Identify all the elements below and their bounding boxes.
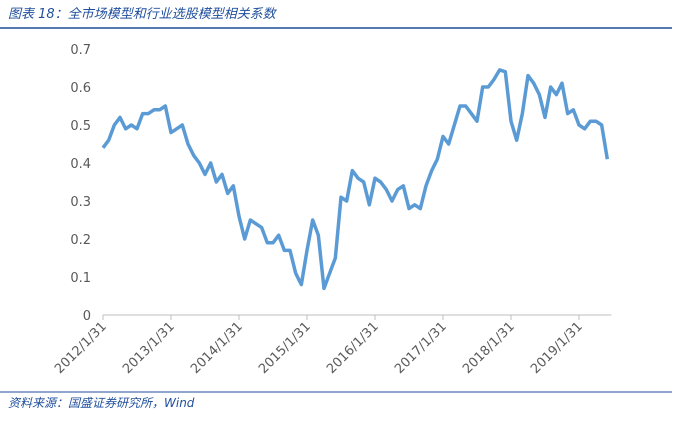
x-tick-label: 2012/1/31 [52, 319, 110, 377]
y-tick-label: 0.7 [70, 43, 91, 58]
y-tick-label: 0.1 [70, 271, 91, 286]
x-tick-label: 2016/1/31 [324, 319, 382, 377]
chart-title: 图表 18：全市场模型和行业选股模型相关系数 [8, 6, 278, 22]
x-tick-label: 2014/1/31 [188, 319, 246, 377]
y-tick-label: 0 [83, 309, 91, 324]
x-tick-label: 2013/1/31 [120, 319, 178, 377]
x-tick-label: 2017/1/31 [392, 319, 450, 377]
data-line [101, 68, 610, 291]
x-tick-label: 2015/1/31 [256, 319, 314, 377]
y-tick-label: 0.6 [70, 81, 91, 96]
y-tick-label: 0.4 [70, 157, 91, 172]
source-note: 资料来源：国盛证券研究所，Wind [8, 396, 195, 410]
x-tick-label: 2019/1/31 [528, 319, 586, 377]
y-tick-label: 0.3 [70, 195, 91, 210]
y-tick-label: 0.5 [70, 119, 91, 134]
x-tick-label: 2018/1/31 [460, 319, 518, 377]
y-tick-label: 0.2 [70, 233, 91, 248]
